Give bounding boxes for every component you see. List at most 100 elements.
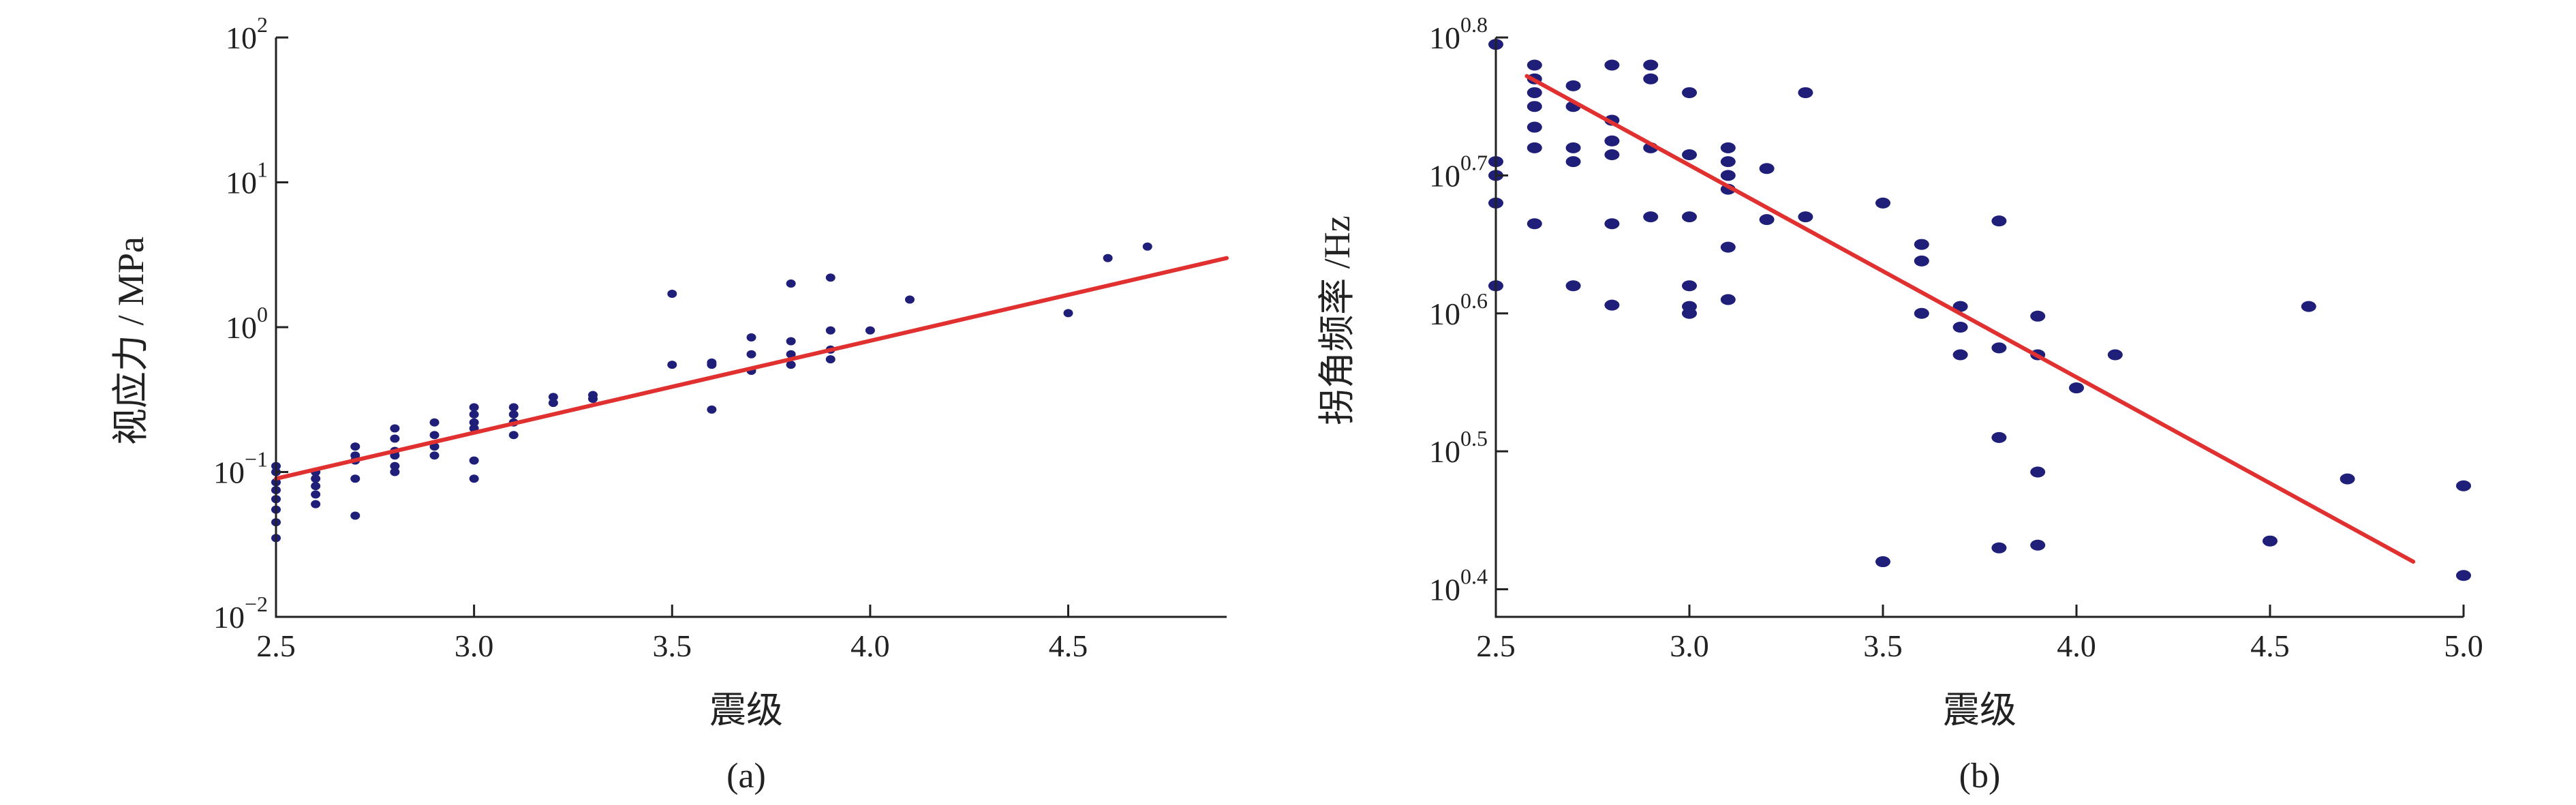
panel-b-data-point xyxy=(1604,59,1620,71)
panel-a-data-point xyxy=(905,295,915,304)
panel-a-data-point xyxy=(350,474,361,483)
panel-b-data-point xyxy=(2030,310,2046,322)
panel-b-y-axis-label: 拐角频率 /Hz xyxy=(1317,215,1358,425)
panel-b-x-tick-label: 3.5 xyxy=(1863,628,1903,663)
panel-b-y-tick-label: 100.5 xyxy=(1429,426,1488,469)
panel-b-x-tick-label: 2.5 xyxy=(1476,628,1516,663)
panel-b-data-point xyxy=(1759,163,1775,174)
panel-a-points xyxy=(271,242,1152,543)
panel-a-y-ticks: 10−2 10−1 100 101 102 xyxy=(213,12,288,635)
panel-b-axes xyxy=(1494,37,2464,618)
panel-b-data-point xyxy=(1565,142,1581,153)
panel-b-data-point xyxy=(1875,556,1890,568)
panel-a-data-point xyxy=(707,405,717,414)
panel-a-y-tick-label: 10−2 xyxy=(213,592,268,635)
panel-b-y-tick-label: 100.4 xyxy=(1429,564,1488,607)
panel-b-x-tick-label: 4.5 xyxy=(2250,628,2290,663)
panel-a-y-axis-label: 视应力 / MPa xyxy=(110,237,151,445)
panel-a-y-tick-label: 100 xyxy=(226,302,268,345)
panel-b-data-point xyxy=(1875,197,1890,209)
panel-b-data-point xyxy=(1527,59,1542,71)
panel-b-data-point xyxy=(1720,294,1736,305)
panel-b-data-point xyxy=(1798,87,1813,98)
panel-a-data-point xyxy=(786,350,796,359)
panel-a-x-tick-label: 4.0 xyxy=(850,628,890,663)
panel-a-data-point xyxy=(469,403,479,412)
panel-a-data-point xyxy=(1063,309,1073,318)
panel-a-data-point xyxy=(548,393,558,401)
panel-a-x-axis-label: 震级 xyxy=(709,690,783,731)
panel-b-data-point xyxy=(1914,307,1929,319)
panel-a-data-point xyxy=(825,355,835,364)
panel-b-y-tick-label: 100.6 xyxy=(1429,288,1488,331)
panel-a-data-point xyxy=(429,431,440,440)
panel-a-data-point xyxy=(508,403,519,412)
panel-a-axis-frame xyxy=(275,37,1227,618)
panel-a-x-tick-label: 3.5 xyxy=(653,628,692,663)
panel-a-data-point xyxy=(786,337,796,346)
panel-a-x-tick-label: 3.0 xyxy=(455,628,494,663)
panel-b-data-point xyxy=(1527,87,1542,98)
panel-a-x-ticks: 2.5 3.0 3.5 4.0 4.5 xyxy=(256,605,1088,663)
panel-a-data-point xyxy=(469,418,479,427)
panel-b-data-point xyxy=(1991,542,2007,553)
panel-b-data-point xyxy=(1720,156,1736,168)
panel-b-data-point xyxy=(2263,535,2278,547)
panel-b-data-point xyxy=(1604,299,1620,311)
panel-b-data-point xyxy=(1759,214,1775,226)
panel-b-data-point xyxy=(2340,473,2355,485)
panel-a-data-point xyxy=(1103,254,1113,262)
panel-b-data-point xyxy=(1682,211,1697,223)
panel-b-data-point xyxy=(1527,218,1542,230)
panel-b-data-point xyxy=(2301,301,2316,312)
panel-b-data-point xyxy=(1952,322,1968,333)
panel-b-axis-frame xyxy=(1494,37,2464,618)
panel-a-y-tick-label: 10−1 xyxy=(213,447,268,490)
panel-a-x-tick-label: 4.5 xyxy=(1049,628,1088,663)
panel-b-data-point xyxy=(1952,349,1968,361)
panel-a-axes xyxy=(275,37,1227,618)
panel-b-data-point xyxy=(1914,255,1929,267)
panel-b-caption: (b) xyxy=(1959,757,2001,795)
panel-b-data-point xyxy=(1991,215,2007,227)
panel-b-data-point xyxy=(2456,480,2471,491)
panel-b-fit-line-group xyxy=(1524,74,2416,564)
panel-b-data-point xyxy=(1682,87,1697,98)
panel-b-data-point xyxy=(1720,170,1736,181)
panel-b-data-point xyxy=(2107,349,2123,361)
panel-b-data-point xyxy=(1991,342,2007,354)
panel-b-data-point xyxy=(2069,382,2084,394)
panel-b-points xyxy=(1488,39,2471,581)
panel-b-fit-line xyxy=(1524,74,2416,564)
panel-b-data-point xyxy=(1527,121,1542,133)
panel-a-data-point xyxy=(350,451,361,460)
panel-a-data-point xyxy=(508,431,519,440)
panel-a-data-point xyxy=(469,474,479,483)
panel-a-data-point xyxy=(311,500,321,508)
panel-b-data-point xyxy=(1952,301,1968,312)
panel-a-caption: (a) xyxy=(726,757,766,795)
panel-b-data-point xyxy=(2030,466,2046,478)
panel-a-data-point xyxy=(469,456,479,465)
panel-b-data-point xyxy=(1565,156,1581,168)
panel-b-x-ticks: 2.5 3.0 3.5 4.0 4.5 5.0 xyxy=(1476,605,2483,663)
panel-b-y-tick-label: 100.7 xyxy=(1429,150,1488,193)
panel-a-data-point xyxy=(311,474,321,483)
panel-a-data-point xyxy=(311,482,321,491)
panel-a-data-point xyxy=(350,442,361,451)
panel-a-y-tick-label: 102 xyxy=(226,12,268,55)
panel-b-x-axis-label: 震级 xyxy=(1943,690,2017,731)
panel-b-data-point xyxy=(1527,101,1542,112)
panel-b-y-ticks: 100.4 100.5 100.6 100.7 100.8 xyxy=(1429,12,1508,607)
panel-a-data-point xyxy=(825,326,835,335)
panel-b-data-point xyxy=(1720,241,1736,253)
panel-a-data-point xyxy=(865,326,875,335)
panel-a-data-point xyxy=(350,511,361,520)
panel-b-chart: 2.5 3.0 3.5 4.0 4.5 5.0 100.4100.5100.6100.71… xyxy=(1317,12,2483,795)
panel-a-data-point xyxy=(707,358,717,367)
panel-a-data-point xyxy=(825,273,835,282)
panel-b-data-point xyxy=(1682,149,1697,161)
panel-b-data-point xyxy=(1565,80,1581,91)
panel-b-x-tick-label: 4.0 xyxy=(2057,628,2096,663)
panel-b-data-point xyxy=(1682,307,1697,319)
